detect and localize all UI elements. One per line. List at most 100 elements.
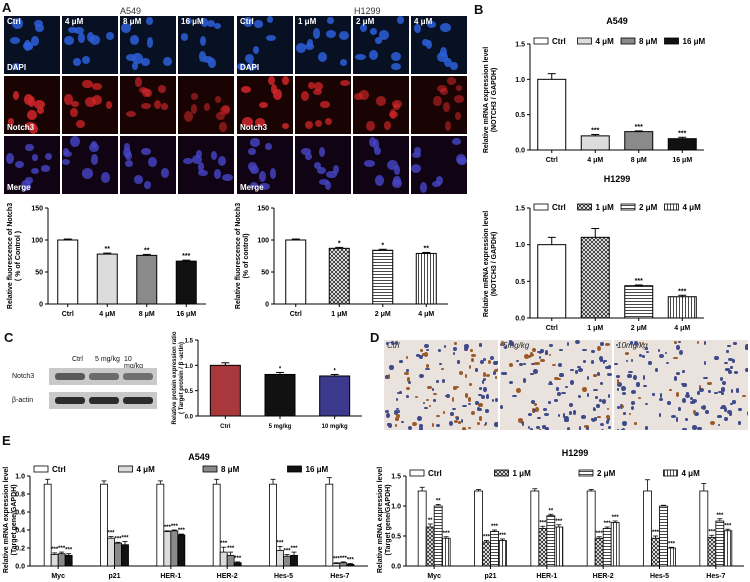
tissue-cell (729, 412, 733, 416)
cell-nucleus (11, 63, 21, 71)
cell-nucleus (28, 96, 35, 107)
bar (482, 541, 491, 567)
tissue-cell (682, 427, 688, 430)
cell-nucleus (338, 30, 350, 40)
cell-nucleus (252, 46, 260, 55)
tissue-cell (464, 374, 467, 379)
x-tick-label: HER-1 (160, 573, 181, 580)
significance-mark: ** (144, 247, 150, 254)
significance-mark: *** (678, 288, 686, 295)
bar (219, 551, 228, 567)
tissue-cell (534, 407, 539, 413)
tissue-cell (464, 393, 469, 398)
micrograph-a549-notch3-3 (178, 76, 234, 134)
tissue-cell (470, 348, 474, 353)
cell-nucleus (82, 56, 91, 65)
tissue-cell (681, 397, 687, 403)
tissue-cell (705, 409, 710, 415)
y-tick-label: 1.0 (515, 77, 525, 84)
tissue-cell (692, 409, 696, 414)
chart-b-top: 0.0 0.5 1.0 1.5 Relative mRNA expression lev… (483, 16, 706, 164)
tissue-cell (533, 410, 536, 413)
significance-mark: *** (333, 557, 341, 563)
cell-nucleus (199, 35, 207, 46)
tissue-cell (742, 394, 747, 398)
tissue-cell (455, 417, 459, 421)
tissue-cell (724, 368, 730, 371)
cell-nucleus (30, 167, 40, 175)
micrograph-h1299-notch3-3 (411, 76, 467, 134)
wb-band (123, 397, 153, 404)
legend-label: 16 μM (683, 37, 706, 46)
y-axis-label-line: Relative mRNA expression level (483, 211, 490, 317)
bar (643, 490, 652, 567)
significance-mark: *** (678, 130, 686, 137)
tissue-cell (479, 343, 482, 347)
cell-nucleus (124, 159, 134, 167)
y-tick-label: 1.0 (185, 364, 194, 370)
micrograph-h1299-merge-2 (353, 136, 409, 194)
x-tick-label: Hes-5 (274, 573, 293, 580)
cell-nucleus (254, 20, 264, 28)
cell-nucleus (247, 147, 256, 156)
bar (163, 531, 172, 567)
bar (498, 540, 507, 567)
chart-a-right: 0 50 100 150 Relative fluorescence of Notch3… (235, 203, 448, 318)
tissue-cell (449, 421, 454, 427)
significance-mark: *** (227, 546, 235, 552)
legend-label: 4 μM (596, 37, 615, 46)
tissue-cell (530, 373, 534, 376)
tissue-cell (419, 373, 425, 378)
tissue-cell (616, 381, 622, 387)
tissue-cell (633, 422, 638, 426)
legend-swatch (578, 469, 594, 477)
tissue-cell (709, 420, 715, 426)
tissue-cell (405, 368, 410, 372)
tissue-cell (394, 417, 400, 421)
wb-notch3-blot (49, 368, 157, 385)
cell-nucleus (391, 51, 401, 61)
x-tick-label: Hes-5 (650, 573, 669, 580)
tissue-cell (677, 406, 681, 412)
cell-nucleus (411, 152, 421, 159)
cell-nucleus (70, 107, 78, 118)
micrograph-h1299-dapi-3: 4 μM (411, 16, 467, 74)
cell-nucleus (386, 159, 398, 170)
cell-nucleus (76, 119, 86, 128)
bar (209, 364, 241, 417)
cell-nucleus (213, 169, 221, 179)
tissue-cell (387, 373, 390, 379)
y-tick-label: 0 (265, 302, 269, 309)
cell-nucleus (443, 101, 450, 112)
cell-nucleus (32, 154, 39, 162)
x-tick-label: p21 (484, 573, 496, 580)
micrograph-condition-label: 16 μM (181, 17, 204, 26)
tissue-cell (668, 388, 673, 392)
tissue-cell (637, 397, 641, 400)
bar (346, 563, 355, 567)
micrograph-a549-dapi-2: 8 μM (120, 16, 176, 74)
tissue-cell (396, 414, 401, 419)
legend-swatch (533, 37, 549, 45)
y-axis-label-line: (Target gene/GAPDH) (11, 484, 18, 555)
tissue-cell (431, 423, 435, 428)
significance-mark: *** (668, 541, 676, 547)
micrograph-a549-dapi-1: 4 μM (62, 16, 118, 74)
y-axis-label-line: ( Target protein / β -actin) (179, 342, 185, 414)
legend-swatch (287, 465, 302, 473)
legend-label: 4 μM (682, 469, 701, 478)
tissue-cell (600, 382, 604, 385)
x-tick-label: 1 μM (587, 325, 603, 332)
tissue-cell (616, 388, 620, 392)
wb-band (55, 397, 85, 404)
tissue-cell (422, 401, 425, 404)
tissue-cell (464, 346, 468, 351)
y-axis-label-line: Relative fluorescence of Notch3 (235, 203, 242, 309)
significance-mark: *** (347, 558, 355, 564)
y-tick-label: 0.0 (515, 148, 525, 155)
tissue-cell (436, 423, 440, 428)
cell-nucleus (72, 58, 82, 66)
tissue-cell (658, 397, 664, 402)
tissue-cell (579, 426, 582, 430)
tissue-cell (657, 348, 660, 352)
